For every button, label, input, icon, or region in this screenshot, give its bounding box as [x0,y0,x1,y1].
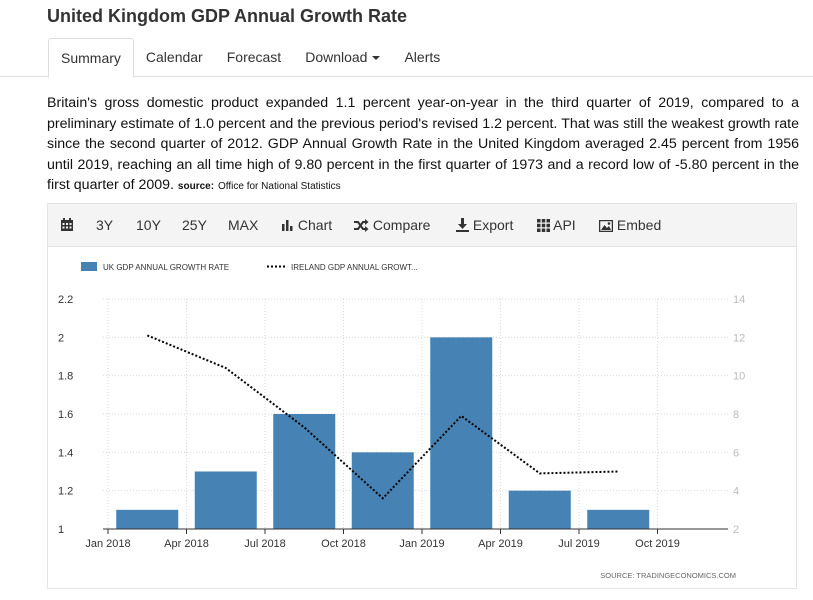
bar-uk-gdp [273,414,336,529]
tab-download-label: Download [305,49,368,65]
tab-forecast[interactable]: Forecast [226,49,282,65]
y-tick-label-right: 4 [733,486,739,498]
chart-source-footer: SOURCE: TRADINGECONOMICS.COM [600,571,736,580]
image-icon [598,219,614,233]
range-max-button[interactable]: MAX [228,217,259,233]
page-title: United Kingdom GDP Annual Growth Rate [47,6,407,26]
embed-button[interactable]: Embed [598,204,662,246]
api-button[interactable]: API [537,204,576,246]
tab-download[interactable]: Download [293,38,392,77]
y-tick-label-right: 6 [733,447,739,459]
chart-panel: 3Y 10Y 25Y MAX Chart Compare Export API … [47,203,797,589]
summary-text: Britain's gross domestic product expande… [47,95,799,193]
range-10y-button[interactable]: 10Y [136,217,161,233]
legend-bar-swatch [81,262,97,271]
api-button-label: API [553,217,576,233]
range-3y-button[interactable]: 3Y [96,217,114,233]
y-tick-label-left: 1.4 [58,447,73,459]
grid-icon [537,219,550,232]
export-button-label: Export [472,217,514,233]
x-tick-label: Jul 2019 [558,538,600,550]
tab-calendar[interactable]: Calendar [145,49,203,65]
source-link[interactable]: Office for National Statistics [218,181,341,192]
bar-uk-gdp [351,452,414,529]
tab-bar: Summary Calendar Forecast Download Alert… [48,38,452,78]
compare-button[interactable]: Compare [353,204,430,246]
y-tick-label-right: 14 [733,294,745,306]
y-tick-label-right: 12 [733,332,745,344]
tab-alerts[interactable]: Alerts [404,49,441,65]
bar-uk-gdp [430,337,493,529]
chart-canvas: UK GDP ANNUAL GROWTH RATE IRELAND GDP AN… [58,262,745,580]
bar-uk-gdp [116,509,179,529]
summary-paragraph: Britain's gross domestic product expande… [47,93,799,198]
source-label: source: [177,181,215,192]
x-tick-label: Jul 2018 [244,538,286,550]
x-tick-label: Jan 2018 [85,538,130,550]
x-tick-label: Jan 2019 [399,538,444,550]
y-tick-label-left: 1.8 [58,371,73,383]
y-tick-label-left: 1.6 [58,409,73,421]
y-tick-label-left: 1.2 [58,486,73,498]
export-button[interactable]: Export [456,204,513,246]
chart-button[interactable]: Chart [281,204,332,246]
y-tick-label-left: 2 [58,332,64,344]
y-tick-label-right: 10 [733,371,745,383]
caret-down-icon [372,56,381,61]
bar-chart-icon [282,220,293,231]
x-tick-label: Oct 2019 [635,538,680,550]
y-tick-label-right: 8 [733,409,739,421]
legend-uk-label[interactable]: UK GDP ANNUAL GROWTH RATE [103,263,229,272]
calendar-icon[interactable] [60,204,74,246]
bar-uk-gdp [194,471,257,529]
line-ireland-gdp [146,334,619,500]
shuffle-icon [354,219,369,232]
y-tick-label-right: 2 [733,524,739,536]
chart-toolbar: 3Y 10Y 25Y MAX Chart Compare Export API … [48,204,796,247]
y-tick-label-left: 1 [58,524,64,536]
range-25y-button[interactable]: 25Y [182,217,207,233]
compare-button-label: Compare [372,217,431,233]
legend-ireland-label[interactable]: IRELAND GDP ANNUAL GROWT... [291,263,418,272]
x-tick-label: Oct 2018 [321,538,366,550]
bar-uk-gdp [508,490,571,529]
tab-summary[interactable]: Summary [48,38,134,78]
y-tick-label-left: 2.2 [58,294,73,306]
chart-legend: UK GDP ANNUAL GROWTH RATE IRELAND GDP AN… [81,262,418,272]
download-icon [456,218,469,232]
embed-button-label: Embed [616,217,662,233]
bar-uk-gdp [587,509,650,529]
x-tick-label: Apr 2019 [478,538,523,550]
x-tick-label: Apr 2018 [164,538,209,550]
tabs-divider [0,76,813,77]
chart-button-label: Chart [297,217,333,233]
